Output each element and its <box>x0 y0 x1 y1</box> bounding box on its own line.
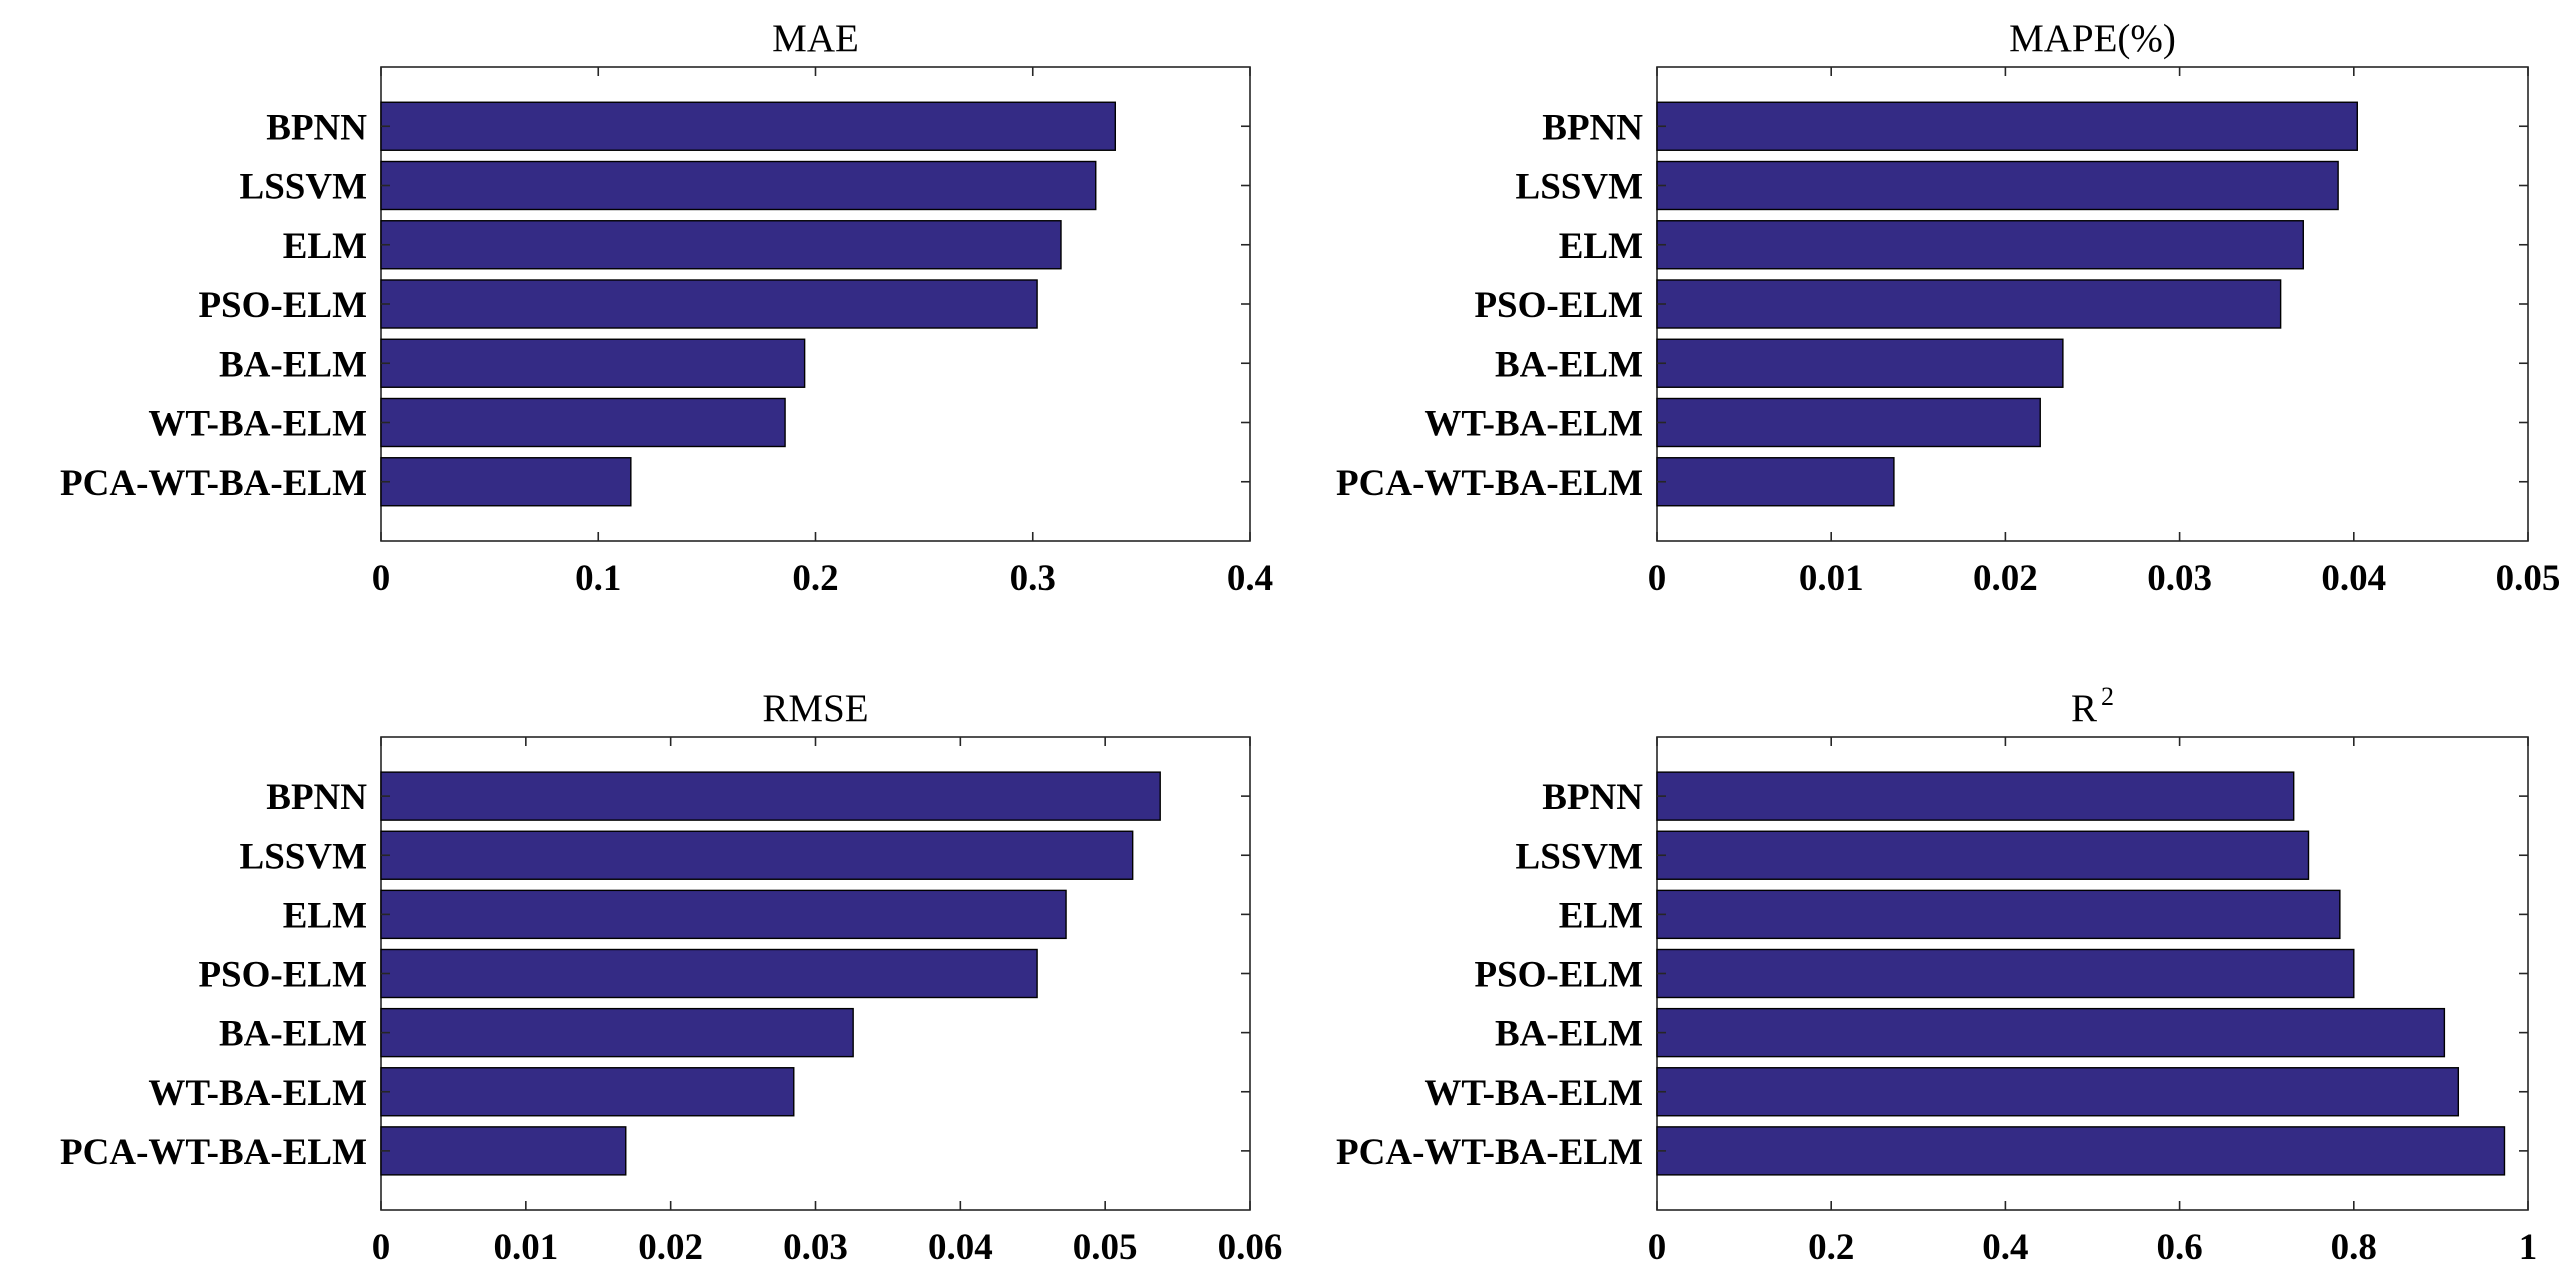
bar-pso-elm <box>1656 948 2355 999</box>
category-label: WT-BA-ELM <box>1424 1073 1643 1114</box>
x-tick-label: 0.01 <box>1799 558 1864 599</box>
category-label: PSO-ELM <box>1474 285 1643 326</box>
category-label: PSO-ELM <box>198 285 367 326</box>
chart-panel-4: R 2 BPNN LSSVM ELM PSO-ELM BA-ELM WT-BA-ELM PCA-… <box>1336 682 2537 1268</box>
category-label: ELM <box>283 895 367 936</box>
category-label: ELM <box>283 226 367 267</box>
chart-title-superscript: 2 <box>2101 682 2114 711</box>
chart-title-text: RMSE <box>762 687 868 730</box>
category-label: PSO-ELM <box>198 955 367 996</box>
bar-wt-ba-elm <box>1656 397 2041 448</box>
bar-ba-elm <box>1656 338 2064 388</box>
category-label: BA-ELM <box>219 344 367 385</box>
category-label: WT-BA-ELM <box>148 404 367 445</box>
bar-elm <box>380 220 1062 270</box>
chart-title-text: MAE <box>772 17 859 60</box>
category-label: PCA-WT-BA-ELM <box>1336 1132 1643 1173</box>
x-tick-label: 0.02 <box>638 1227 703 1268</box>
category-label: BA-ELM <box>219 1014 367 1055</box>
x-tick-label: 1 <box>2519 1227 2538 1268</box>
bar-bpnn <box>380 771 1161 821</box>
bar-ba-elm <box>380 338 806 388</box>
x-tick-label: 0.2 <box>792 558 838 599</box>
category-label: LSSVM <box>1516 167 1643 208</box>
chart-panel-2: MAPE(%) BPNN LSSVM ELM PSO-ELM BA-ELM WT-BA-EL… <box>1336 17 2560 599</box>
category-label: PSO-ELM <box>1474 955 1643 996</box>
bar-lssvm <box>380 830 1134 880</box>
category-label: ELM <box>1559 895 1643 936</box>
bar-bpnn <box>380 101 1117 151</box>
x-tick-label: 0.2 <box>1808 1227 1854 1268</box>
x-tick-label: 0.4 <box>1227 558 1273 599</box>
x-tick-label: 0.01 <box>493 1227 558 1268</box>
x-tick-label: 0.4 <box>1982 1227 2028 1268</box>
x-tick-label: 0.04 <box>2321 558 2386 599</box>
chart-panel-3: RMSE BPNN LSSVM ELM PSO-ELM BA-ELM WT-BA-ELM PC… <box>60 687 1282 1268</box>
x-tick-label: 0.8 <box>2331 1227 2377 1268</box>
bar-lssvm <box>380 160 1097 211</box>
chart-title: MAPE(%) <box>2009 17 2176 60</box>
category-label: PCA-WT-BA-ELM <box>1336 463 1643 504</box>
category-label: WT-BA-ELM <box>1424 404 1643 445</box>
bar-lssvm <box>1656 160 2339 211</box>
bar-wt-ba-elm <box>1656 1067 2460 1117</box>
bar-elm <box>380 889 1067 940</box>
bar-pca-wt-ba-elm <box>1656 457 1895 507</box>
category-label: BPNN <box>266 777 367 818</box>
x-tick-label: 0.3 <box>1010 558 1056 599</box>
category-label: LSSVM <box>240 167 367 208</box>
chart-panel-1: MAE BPNN LSSVM ELM PSO-ELM BA-ELM WT-BA-ELM PCA… <box>60 17 1273 599</box>
category-label: PCA-WT-BA-ELM <box>60 1132 367 1173</box>
x-tick-label: 0.03 <box>2147 558 2212 599</box>
category-label: BA-ELM <box>1495 344 1643 385</box>
category-label: WT-BA-ELM <box>148 1073 367 1114</box>
x-tick-label: 0.02 <box>1973 558 2038 599</box>
x-tick-label: 0 <box>1648 1227 1667 1268</box>
bar-ba-elm <box>380 1007 854 1058</box>
chart-title-text: MAPE(%) <box>2009 17 2176 60</box>
x-tick-label: 0 <box>372 558 391 599</box>
bar-pca-wt-ba-elm <box>380 1126 627 1176</box>
category-label: BA-ELM <box>1495 1014 1643 1055</box>
category-label: ELM <box>1559 226 1643 267</box>
category-label: BPNN <box>1542 777 1643 818</box>
category-label: LSSVM <box>1516 836 1643 877</box>
category-label: BPNN <box>266 107 367 148</box>
x-tick-label: 0.6 <box>2156 1227 2202 1268</box>
bar-wt-ba-elm <box>380 397 786 448</box>
x-tick-label: 0.06 <box>1218 1227 1283 1268</box>
bar-bpnn <box>1656 101 2358 151</box>
category-label: BPNN <box>1542 107 1643 148</box>
x-tick-label: 0.05 <box>2496 558 2561 599</box>
bar-lssvm <box>1656 830 2310 880</box>
bar-bpnn <box>1656 771 2295 821</box>
x-tick-label: 0.1 <box>575 558 621 599</box>
category-label: LSSVM <box>240 836 367 877</box>
bar-pca-wt-ba-elm <box>1656 1126 2506 1176</box>
chart-title-text: R <box>2071 687 2097 730</box>
category-label: PCA-WT-BA-ELM <box>60 463 367 504</box>
bar-pso-elm <box>380 948 1038 999</box>
x-tick-label: 0.03 <box>783 1227 848 1268</box>
bar-pso-elm <box>1656 279 2282 329</box>
bar-pso-elm <box>380 279 1038 329</box>
x-tick-label: 0.04 <box>928 1227 993 1268</box>
chart-title: MAE <box>772 17 859 60</box>
bar-wt-ba-elm <box>380 1067 795 1117</box>
x-tick-label: 0 <box>1648 558 1667 599</box>
bar-elm <box>1656 220 2304 270</box>
bar-pca-wt-ba-elm <box>380 457 632 507</box>
bar-ba-elm <box>1656 1007 2446 1058</box>
x-tick-label: 0.05 <box>1073 1227 1138 1268</box>
chart-title: RMSE <box>762 687 868 730</box>
x-tick-label: 0 <box>372 1227 391 1268</box>
bar-elm <box>1656 889 2341 940</box>
